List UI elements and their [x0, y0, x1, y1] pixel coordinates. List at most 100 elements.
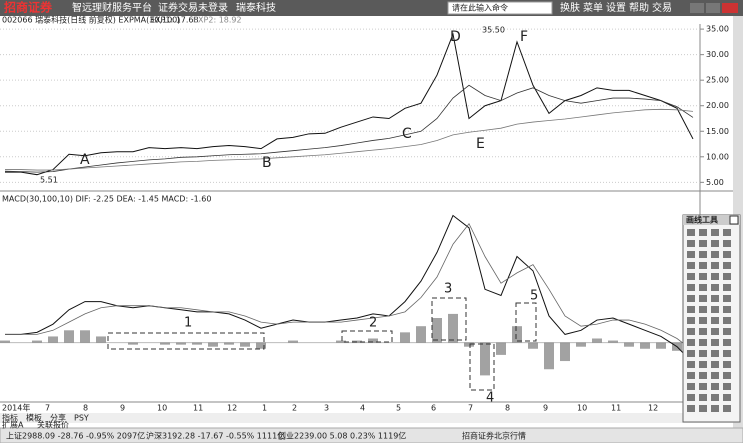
- tool-icon[interactable]: [723, 405, 731, 412]
- tool-icon[interactable]: [723, 339, 731, 346]
- menu[interactable]: 设置: [606, 2, 626, 14]
- tool-icon[interactable]: [723, 372, 731, 379]
- tab[interactable]: 模板: [26, 413, 42, 423]
- tool-icon[interactable]: [723, 394, 731, 401]
- tool-icon[interactable]: [687, 295, 695, 302]
- tool-icon[interactable]: [699, 328, 707, 335]
- minimize-button[interactable]: [690, 3, 704, 13]
- tool-icon[interactable]: [723, 284, 731, 291]
- tool-icon[interactable]: [699, 262, 707, 269]
- tool-icon[interactable]: [723, 328, 731, 335]
- tool-icon[interactable]: [711, 317, 719, 324]
- tab[interactable]: 扩展A: [2, 420, 24, 430]
- tool-icon[interactable]: [687, 306, 695, 313]
- tab[interactable]: 关联报价: [37, 420, 69, 430]
- tab[interactable]: PSY: [74, 414, 89, 423]
- tool-icon[interactable]: [723, 317, 731, 324]
- macd-bar: [528, 342, 538, 349]
- tool-icon[interactable]: [711, 328, 719, 335]
- tool-panel-close[interactable]: [729, 215, 739, 225]
- tool-icon[interactable]: [687, 383, 695, 390]
- tool-icon[interactable]: [711, 295, 719, 302]
- menu[interactable]: 帮助: [629, 1, 649, 14]
- tool-icon[interactable]: [699, 295, 707, 302]
- tool-icon[interactable]: [711, 284, 719, 291]
- tool-icon[interactable]: [699, 372, 707, 379]
- tool-icon[interactable]: [723, 251, 731, 258]
- tool-icon[interactable]: [711, 361, 719, 368]
- x-tick-label: 8: [83, 404, 88, 413]
- tab[interactable]: 分享: [50, 413, 66, 423]
- macd-bar: [400, 332, 410, 343]
- tool-icon[interactable]: [699, 405, 707, 412]
- tool-icon[interactable]: [711, 251, 719, 258]
- tool-icon[interactable]: [711, 339, 719, 346]
- tool-icon[interactable]: [687, 394, 695, 401]
- tool-icon[interactable]: [711, 262, 719, 269]
- menu[interactable]: 瑞泰科技: [236, 1, 276, 14]
- tool-icon[interactable]: [687, 339, 695, 346]
- y-tick-label: 10.00: [706, 152, 729, 161]
- tool-icon[interactable]: [687, 273, 695, 280]
- tool-icon[interactable]: [687, 350, 695, 357]
- tool-icon[interactable]: [699, 284, 707, 291]
- search-box[interactable]: [447, 1, 553, 15]
- tool-icon[interactable]: [699, 251, 707, 258]
- highlight-box: [515, 302, 537, 342]
- tool-icon[interactable]: [723, 350, 731, 357]
- tool-icon[interactable]: [699, 273, 707, 280]
- tool-icon[interactable]: [711, 240, 719, 247]
- tool-panel-header: [683, 215, 740, 225]
- tool-icon[interactable]: [699, 339, 707, 346]
- tool-icon[interactable]: [699, 317, 707, 324]
- tool-icon[interactable]: [711, 372, 719, 379]
- menu[interactable]: 换肤: [560, 1, 580, 14]
- tool-icon[interactable]: [687, 405, 695, 412]
- tool-icon[interactable]: [699, 229, 707, 236]
- exp2-value: EXP2: 18.92: [193, 16, 242, 25]
- tool-icon[interactable]: [711, 273, 719, 280]
- tool-icon[interactable]: [723, 295, 731, 302]
- tool-icon[interactable]: [687, 361, 695, 368]
- tool-icon[interactable]: [723, 240, 731, 247]
- tool-icon[interactable]: [699, 350, 707, 357]
- tab[interactable]: 指标: [2, 413, 18, 423]
- search-placeholder: 请在此输入命令: [452, 3, 508, 13]
- tool-icon[interactable]: [723, 262, 731, 269]
- tool-icon[interactable]: [711, 350, 719, 357]
- menu[interactable]: 菜单: [583, 2, 603, 14]
- menu[interactable]: 智远理财服务平台: [72, 1, 152, 14]
- tool-icon[interactable]: [699, 306, 707, 313]
- tool-icon[interactable]: [711, 306, 719, 313]
- tool-icon[interactable]: [687, 251, 695, 258]
- highlight-box: [107, 332, 265, 350]
- tool-icon[interactable]: [723, 273, 731, 280]
- tool-icon[interactable]: [687, 240, 695, 247]
- close-button[interactable]: [722, 3, 738, 13]
- tool-icon[interactable]: [687, 317, 695, 324]
- tool-icon[interactable]: [723, 361, 731, 368]
- tool-icon[interactable]: [687, 262, 695, 269]
- macd-bar: [432, 318, 442, 343]
- tool-icon[interactable]: [723, 229, 731, 236]
- tool-icon[interactable]: [723, 383, 731, 390]
- tool-icon[interactable]: [723, 306, 731, 313]
- tool-icon[interactable]: [687, 328, 695, 335]
- tool-icon[interactable]: [687, 229, 695, 236]
- tool-icon[interactable]: [687, 284, 695, 291]
- tool-panel: 画线工具: [682, 214, 741, 423]
- menu[interactable]: 证券交易未登录: [158, 1, 228, 14]
- tool-icon[interactable]: [711, 405, 719, 412]
- tool-icon[interactable]: [711, 229, 719, 236]
- maximize-button[interactable]: [706, 3, 720, 13]
- tool-icon[interactable]: [711, 394, 719, 401]
- tool-icon[interactable]: [699, 394, 707, 401]
- tool-icon[interactable]: [699, 361, 707, 368]
- tool-icon[interactable]: [699, 383, 707, 390]
- tool-icon[interactable]: [711, 383, 719, 390]
- x-tick-label: 2014年: [2, 403, 30, 413]
- tool-icon[interactable]: [699, 240, 707, 247]
- menu[interactable]: 交易: [652, 1, 672, 14]
- tool-icon[interactable]: [687, 372, 695, 379]
